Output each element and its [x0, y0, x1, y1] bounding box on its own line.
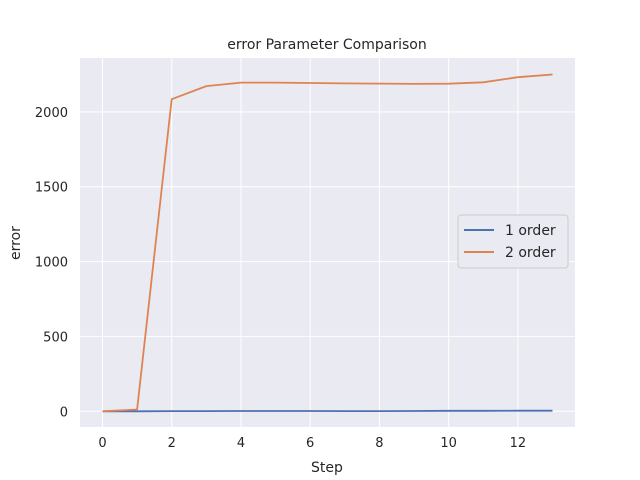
legend-label-1-order: 1 order [505, 223, 556, 239]
y-tick-label: 2000 [35, 106, 68, 121]
x-tick-label: 12 [510, 436, 527, 451]
series-line-1-order [102, 409, 553, 413]
y-tick-label: 1000 [35, 256, 68, 271]
x-axis-label: Step [311, 460, 343, 476]
x-tick-label: 0 [98, 436, 106, 451]
x-tick-label: 6 [306, 436, 314, 451]
series-line-2-order [102, 73, 553, 413]
legend: 1 order 2 order [457, 214, 569, 269]
tick-labels: 0 2 4 6 8 10 12 0 500 1000 1500 2000 [35, 106, 526, 451]
legend-box [457, 214, 569, 269]
x-tick-label: 8 [375, 436, 383, 451]
legend-label-2-order: 2 order [505, 245, 556, 261]
y-tick-label: 0 [60, 405, 68, 420]
y-tick-label: 500 [43, 330, 68, 345]
series-layer [102, 73, 553, 413]
x-tick-label: 4 [237, 436, 245, 451]
x-tick-label: 10 [440, 436, 457, 451]
y-tick-label: 1500 [35, 181, 68, 196]
chart-title: error Parameter Comparison [227, 37, 426, 53]
x-tick-label: 2 [168, 436, 176, 451]
y-axis-label: error [8, 226, 24, 260]
